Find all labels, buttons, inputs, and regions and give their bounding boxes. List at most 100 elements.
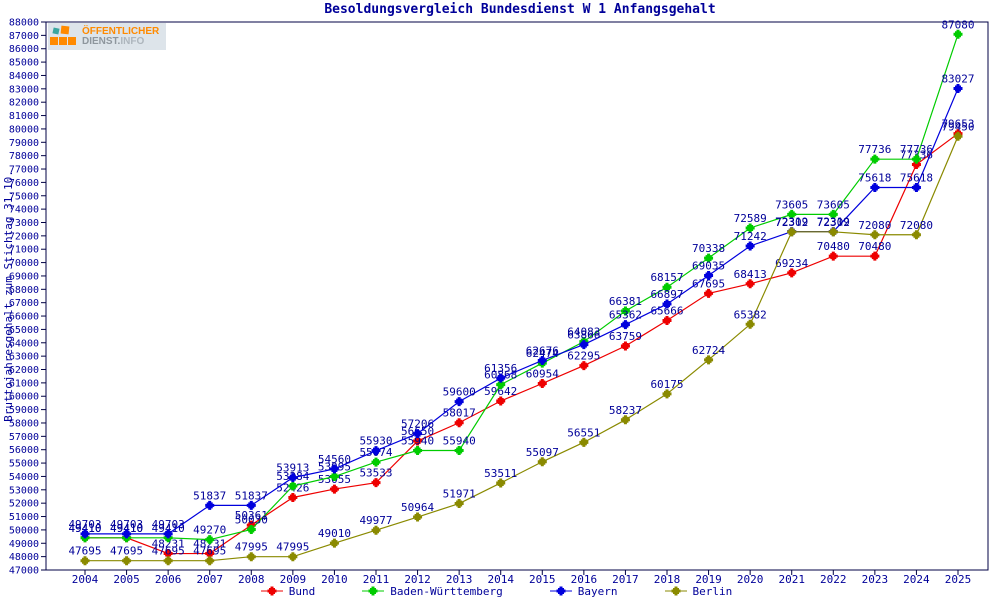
- data-point-marker: [413, 429, 423, 439]
- y-axis-tick-label: 70000: [9, 258, 39, 269]
- data-point-label: 55940: [443, 435, 476, 448]
- series-line-3: [85, 136, 959, 562]
- data-point-label: 70338: [692, 242, 725, 255]
- data-point-label: 87080: [941, 18, 974, 31]
- data-point-label: 69035: [692, 259, 725, 272]
- legend-item-1: Baden-Württemberg: [361, 585, 503, 598]
- x-axis-tick-label: 2012: [404, 573, 431, 586]
- data-point-label: 83027: [941, 72, 974, 85]
- data-point-marker: [329, 472, 339, 482]
- data-point-marker: [870, 154, 880, 164]
- x-axis-tick-label: 2018: [654, 573, 681, 586]
- x-axis-tick-label: 2017: [612, 573, 639, 586]
- data-point-marker: [662, 282, 672, 292]
- data-point-label: 62676: [526, 344, 559, 357]
- x-axis-tick-label: 2004: [72, 573, 99, 586]
- x-axis-tick-label: 2016: [571, 573, 598, 586]
- logo-square-orange-icon: [60, 25, 70, 35]
- data-point-label: 47995: [276, 541, 309, 554]
- data-point-marker: [662, 299, 672, 309]
- data-point-marker: [745, 241, 755, 251]
- data-point-marker: [205, 535, 215, 545]
- data-point-label: 73605: [775, 198, 808, 211]
- data-point-marker: [579, 361, 589, 371]
- data-point-label: 68413: [734, 268, 767, 281]
- y-axis-tick-label: 71000: [9, 245, 39, 256]
- y-axis-tick-label: 81000: [9, 111, 39, 122]
- data-point-marker: [537, 378, 547, 388]
- data-point-marker: [288, 552, 298, 562]
- data-point-marker: [911, 160, 921, 170]
- logo-square-orange-icon: [68, 37, 76, 45]
- y-axis-title: Bruttojahresgehalt zum Stichtag 31.10.: [2, 170, 15, 422]
- x-axis-tick-label: 2011: [363, 573, 390, 586]
- data-point-label: 56551: [567, 426, 600, 439]
- data-point-marker: [787, 268, 797, 278]
- data-point-label: 57206: [401, 418, 434, 431]
- data-point-label: 62724: [692, 344, 725, 357]
- data-point-label: 53511: [484, 467, 517, 480]
- data-point-marker: [496, 396, 506, 406]
- data-point-marker: [579, 340, 589, 350]
- data-point-label: 70480: [858, 240, 891, 253]
- data-point-label: 55930: [359, 435, 392, 448]
- y-axis-tick-label: 73000: [9, 218, 39, 229]
- y-axis-tick-label: 88000: [9, 18, 39, 29]
- data-point-label: 62295: [567, 350, 600, 363]
- legend-marker-icon: [362, 586, 385, 596]
- data-point-label: 47695: [68, 545, 101, 558]
- x-axis-tick-label: 2014: [487, 573, 514, 586]
- y-axis-tick-label: 60000: [9, 392, 39, 403]
- y-axis-tick-label: 48000: [9, 552, 39, 563]
- data-point-label: 59642: [484, 385, 517, 398]
- data-point-marker: [371, 478, 381, 488]
- data-point-label: 77736: [900, 143, 933, 156]
- series-line-2: [85, 88, 959, 535]
- data-point-marker: [745, 279, 755, 289]
- y-axis-tick-label: 50000: [9, 525, 39, 536]
- x-axis-tick-label: 2025: [945, 573, 972, 586]
- data-point-label: 58237: [609, 404, 642, 417]
- y-axis-tick-label: 82000: [9, 98, 39, 109]
- y-axis-tick-label: 80000: [9, 124, 39, 135]
- logo-text-line1: ÖFFENTLICHER: [82, 25, 160, 37]
- y-axis-tick-label: 78000: [9, 151, 39, 162]
- data-point-marker: [537, 355, 547, 365]
- data-point-marker: [745, 223, 755, 233]
- data-point-marker: [662, 316, 672, 326]
- data-point-marker: [329, 538, 339, 548]
- data-point-marker: [163, 529, 173, 539]
- y-axis-tick-label: 61000: [9, 378, 39, 389]
- data-point-marker: [163, 556, 173, 566]
- data-point-marker: [828, 251, 838, 261]
- y-axis-tick-label: 67000: [9, 298, 39, 309]
- data-point-marker: [828, 227, 838, 237]
- data-point-marker: [80, 556, 90, 566]
- data-point-marker: [704, 288, 714, 298]
- data-point-marker: [537, 457, 547, 467]
- data-point-marker: [163, 549, 173, 559]
- legend-item-2: Bayern: [549, 585, 618, 598]
- data-point-marker: [911, 154, 921, 164]
- x-axis-tick-label: 2020: [737, 573, 764, 586]
- data-point-label: 49410: [68, 522, 101, 535]
- y-axis-tick-label: 56000: [9, 445, 39, 456]
- data-point-marker: [620, 320, 630, 330]
- data-point-marker: [371, 525, 381, 535]
- data-point-marker: [496, 373, 506, 383]
- data-point-marker: [745, 319, 755, 329]
- x-axis-tick-label: 2013: [446, 573, 473, 586]
- legend-item-3: Berlin: [664, 585, 732, 598]
- data-point-marker: [122, 529, 132, 539]
- logo-square-teal-icon: [52, 27, 60, 35]
- data-point-marker: [454, 418, 464, 428]
- data-point-marker: [454, 446, 464, 456]
- data-point-label: 50964: [401, 501, 434, 514]
- data-point-label: 79450: [941, 120, 974, 133]
- data-point-marker: [662, 389, 672, 399]
- data-point-label: 72319: [775, 216, 808, 229]
- y-axis-tick-label: 64000: [9, 338, 39, 349]
- data-point-marker: [413, 512, 423, 522]
